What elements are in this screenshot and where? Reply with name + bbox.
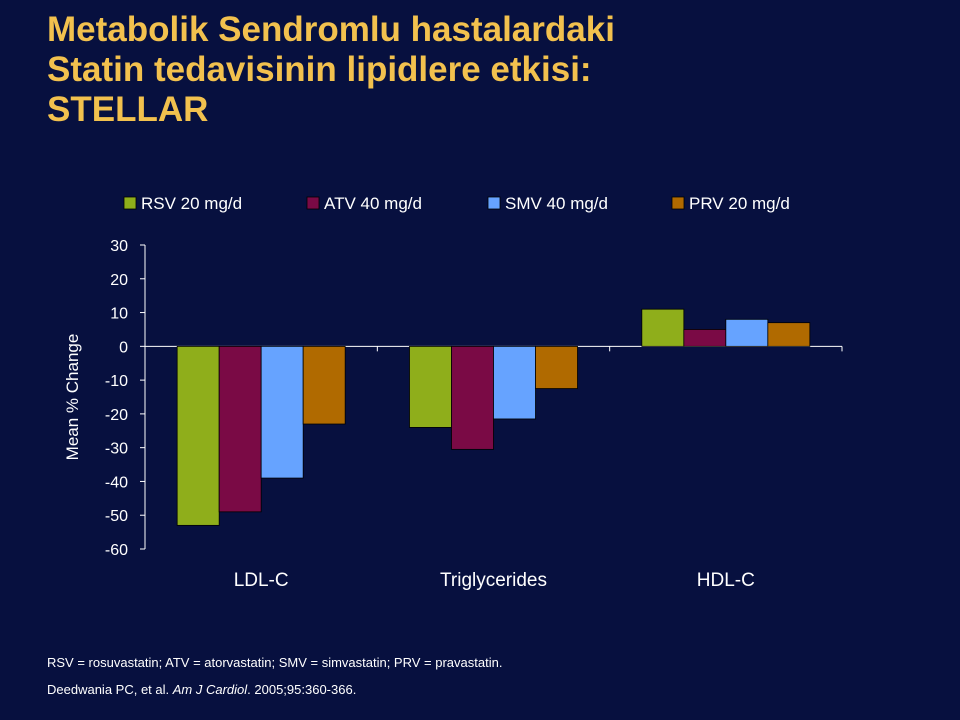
y-tick-label: -30 xyxy=(105,441,128,458)
y-tick-label: -40 xyxy=(105,474,128,491)
y-tick-label: 20 xyxy=(110,272,128,289)
bar xyxy=(493,345,536,420)
bar xyxy=(683,329,727,347)
legend-swatch xyxy=(487,196,501,210)
title-line-2: Statin tedavisinin lipidlere etkisi: xyxy=(47,50,592,89)
legend-label: RSV 20 mg/d xyxy=(141,194,242,213)
abbreviations-footnote: RSV = rosuvastatin; ATV = atorvastatin; … xyxy=(47,655,503,670)
y-axis-title: Mean % Change xyxy=(63,334,82,461)
citation-journal: Am J Cardiol xyxy=(172,682,248,697)
bar xyxy=(767,322,811,347)
bar xyxy=(535,345,578,389)
x-category-label: Triglycerides xyxy=(440,570,547,591)
legend-swatch xyxy=(123,196,137,210)
y-tick-label: -60 xyxy=(105,542,128,559)
bar xyxy=(451,345,494,450)
y-tick-label: -50 xyxy=(105,508,128,525)
legend-label: ATV 40 mg/d xyxy=(324,194,422,213)
bar xyxy=(218,345,262,513)
bar xyxy=(176,345,220,526)
bar xyxy=(641,308,685,347)
legend-label: PRV 20 mg/d xyxy=(689,194,790,213)
legend-swatch xyxy=(671,196,685,210)
citation-authors: Deedwania PC, et al. xyxy=(47,682,173,697)
y-tick-label: -20 xyxy=(105,407,128,424)
title-line-1: Metabolik Sendromlu hastalardaki xyxy=(47,10,615,49)
bar xyxy=(725,318,769,347)
legend-label: SMV 40 mg/d xyxy=(505,194,608,213)
legend-swatch xyxy=(306,196,320,210)
citation-details: . 2005;95:360-366. xyxy=(247,682,357,697)
bar xyxy=(260,345,304,479)
bar xyxy=(302,345,346,425)
x-category-label: HDL-C xyxy=(697,570,755,591)
citation: Deedwania PC, et al. Am J Cardiol. 2005;… xyxy=(47,682,356,697)
slide-title: Metabolik Sendromlu hastalardaki Statin … xyxy=(47,10,927,130)
y-tick-label: 10 xyxy=(110,306,128,323)
y-tick-label: 30 xyxy=(110,238,128,255)
x-category-label: LDL-C xyxy=(234,570,289,591)
bar xyxy=(409,345,452,428)
y-tick-label: -10 xyxy=(105,373,128,390)
y-tick-label: 0 xyxy=(119,339,128,356)
title-line-3: STELLAR xyxy=(47,90,209,129)
